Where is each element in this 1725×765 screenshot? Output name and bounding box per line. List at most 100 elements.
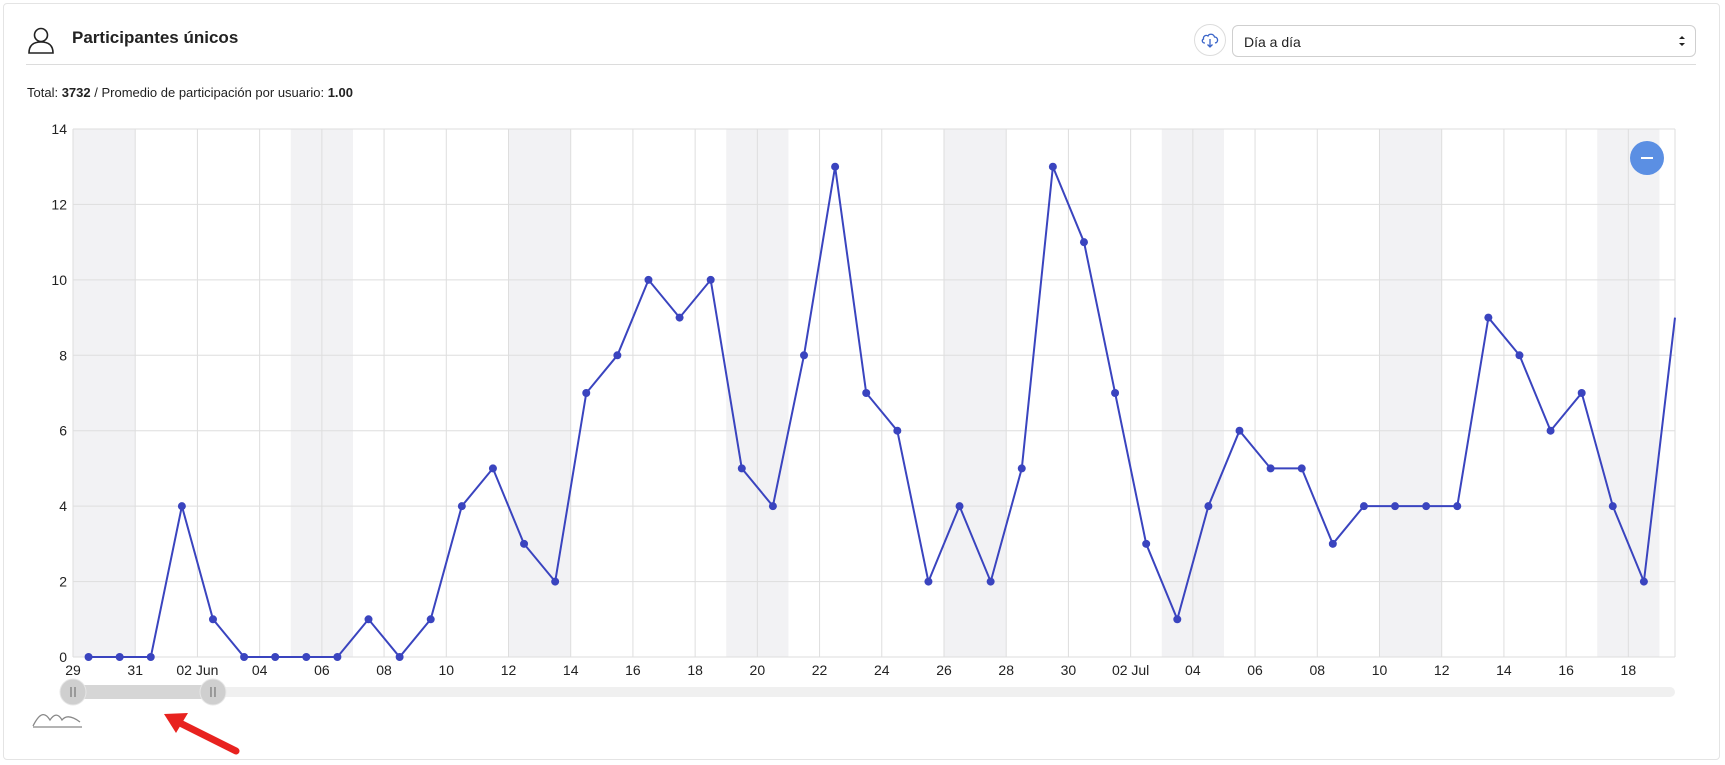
panel-header: Participantes únicos Día a día	[26, 22, 1696, 65]
y-tick-label: 8	[59, 347, 67, 363]
x-tick-label: 20	[750, 662, 766, 678]
total-value: 3732	[61, 85, 91, 100]
data-point	[1639, 577, 1648, 586]
data-point	[271, 653, 280, 661]
x-tick-label: 12	[501, 662, 517, 678]
data-point	[177, 502, 186, 511]
user-icon	[28, 27, 54, 54]
select-arrows-icon	[1679, 36, 1685, 46]
average-label: Promedio de participación por usuario:	[101, 85, 325, 100]
data-point	[551, 577, 560, 586]
x-tick-label: 12	[1434, 662, 1450, 678]
reset-zoom-button[interactable]	[1630, 141, 1664, 175]
data-point	[862, 389, 871, 397]
data-point	[644, 275, 653, 284]
data-point	[1111, 389, 1120, 397]
x-tick-label: 02 Jun	[176, 662, 218, 678]
total-label: Total:	[27, 85, 59, 100]
y-tick-label: 14	[51, 121, 67, 137]
data-point	[1079, 238, 1088, 247]
data-point	[582, 389, 591, 397]
data-point	[146, 653, 155, 661]
data-point	[240, 653, 249, 661]
y-tick-label: 10	[51, 272, 67, 288]
x-tick-label: 08	[376, 662, 392, 678]
annotation-arrow	[164, 713, 240, 755]
x-tick-label: 16	[1558, 662, 1574, 678]
y-tick-label: 4	[59, 498, 67, 514]
x-tick-label: 24	[874, 662, 890, 678]
data-point	[924, 577, 933, 586]
period-select-value: Día a día	[1244, 34, 1301, 50]
data-point	[84, 653, 93, 661]
period-select[interactable]: Día a día	[1232, 25, 1696, 57]
x-tick-label: 18	[1621, 662, 1637, 678]
navigator-selection[interactable]	[73, 685, 213, 699]
download-button[interactable]	[1194, 24, 1226, 56]
chart-panel	[3, 3, 1720, 760]
data-point	[488, 464, 497, 473]
x-tick-label: 26	[936, 662, 952, 678]
x-tick-label: 22	[812, 662, 828, 678]
data-point	[1204, 502, 1213, 511]
x-tick-label: 04	[1185, 662, 1201, 678]
data-point	[893, 426, 902, 435]
data-point	[1142, 539, 1151, 548]
data-point	[1515, 351, 1524, 360]
data-point	[1017, 464, 1026, 473]
x-tick-label: 18	[687, 662, 703, 678]
weekend-band	[73, 129, 136, 657]
y-tick-label: 0	[59, 649, 67, 665]
x-tick-label: 16	[625, 662, 641, 678]
x-tick-label: 31	[127, 662, 143, 678]
data-point	[1484, 313, 1493, 322]
data-point	[675, 313, 684, 322]
navigator-handle-right[interactable]	[199, 678, 227, 706]
x-tick-label: 30	[1061, 662, 1077, 678]
data-point	[457, 502, 466, 511]
panel-title: Participantes únicos	[72, 28, 239, 47]
data-point	[1359, 502, 1368, 511]
x-tick-label: 08	[1309, 662, 1325, 678]
x-tick-label: 14	[1496, 662, 1512, 678]
data-point	[1546, 426, 1555, 435]
data-point	[115, 653, 124, 661]
data-point	[800, 351, 809, 360]
data-point	[768, 502, 777, 511]
data-point	[1453, 502, 1462, 511]
data-point	[831, 162, 840, 171]
summary-separator: /	[94, 85, 98, 100]
x-tick-label: 29	[65, 662, 81, 678]
data-point	[1266, 464, 1275, 473]
minus-icon	[1641, 157, 1653, 159]
data-point	[737, 464, 746, 473]
navigator-track	[73, 687, 1675, 697]
x-tick-label: 06	[314, 662, 330, 678]
data-point	[333, 653, 342, 661]
data-point	[706, 275, 715, 284]
data-point	[302, 653, 311, 661]
x-tick-label: 28	[998, 662, 1014, 678]
data-point	[395, 653, 404, 661]
x-tick-label: 02 Jul	[1112, 662, 1149, 678]
x-tick-label: 06	[1247, 662, 1263, 678]
navigator-handle-left[interactable]	[59, 678, 87, 706]
data-point	[1608, 502, 1617, 511]
data-point	[613, 351, 622, 360]
data-point	[520, 539, 529, 548]
weekend-band	[1379, 129, 1442, 657]
data-point	[1391, 502, 1400, 511]
data-point	[1173, 615, 1182, 624]
y-tick-label: 2	[59, 574, 67, 590]
data-point	[1577, 389, 1586, 397]
data-point	[1235, 426, 1244, 435]
series-line	[88, 166, 1676, 659]
y-tick-label: 12	[51, 196, 67, 212]
summary-line: Total: 3732 / Promedio de participación …	[27, 85, 353, 100]
data-point	[208, 615, 217, 624]
average-value: 1.00	[327, 85, 354, 100]
data-point	[955, 502, 964, 511]
x-tick-label: 14	[563, 662, 579, 678]
cloud-download-icon	[1201, 33, 1219, 48]
